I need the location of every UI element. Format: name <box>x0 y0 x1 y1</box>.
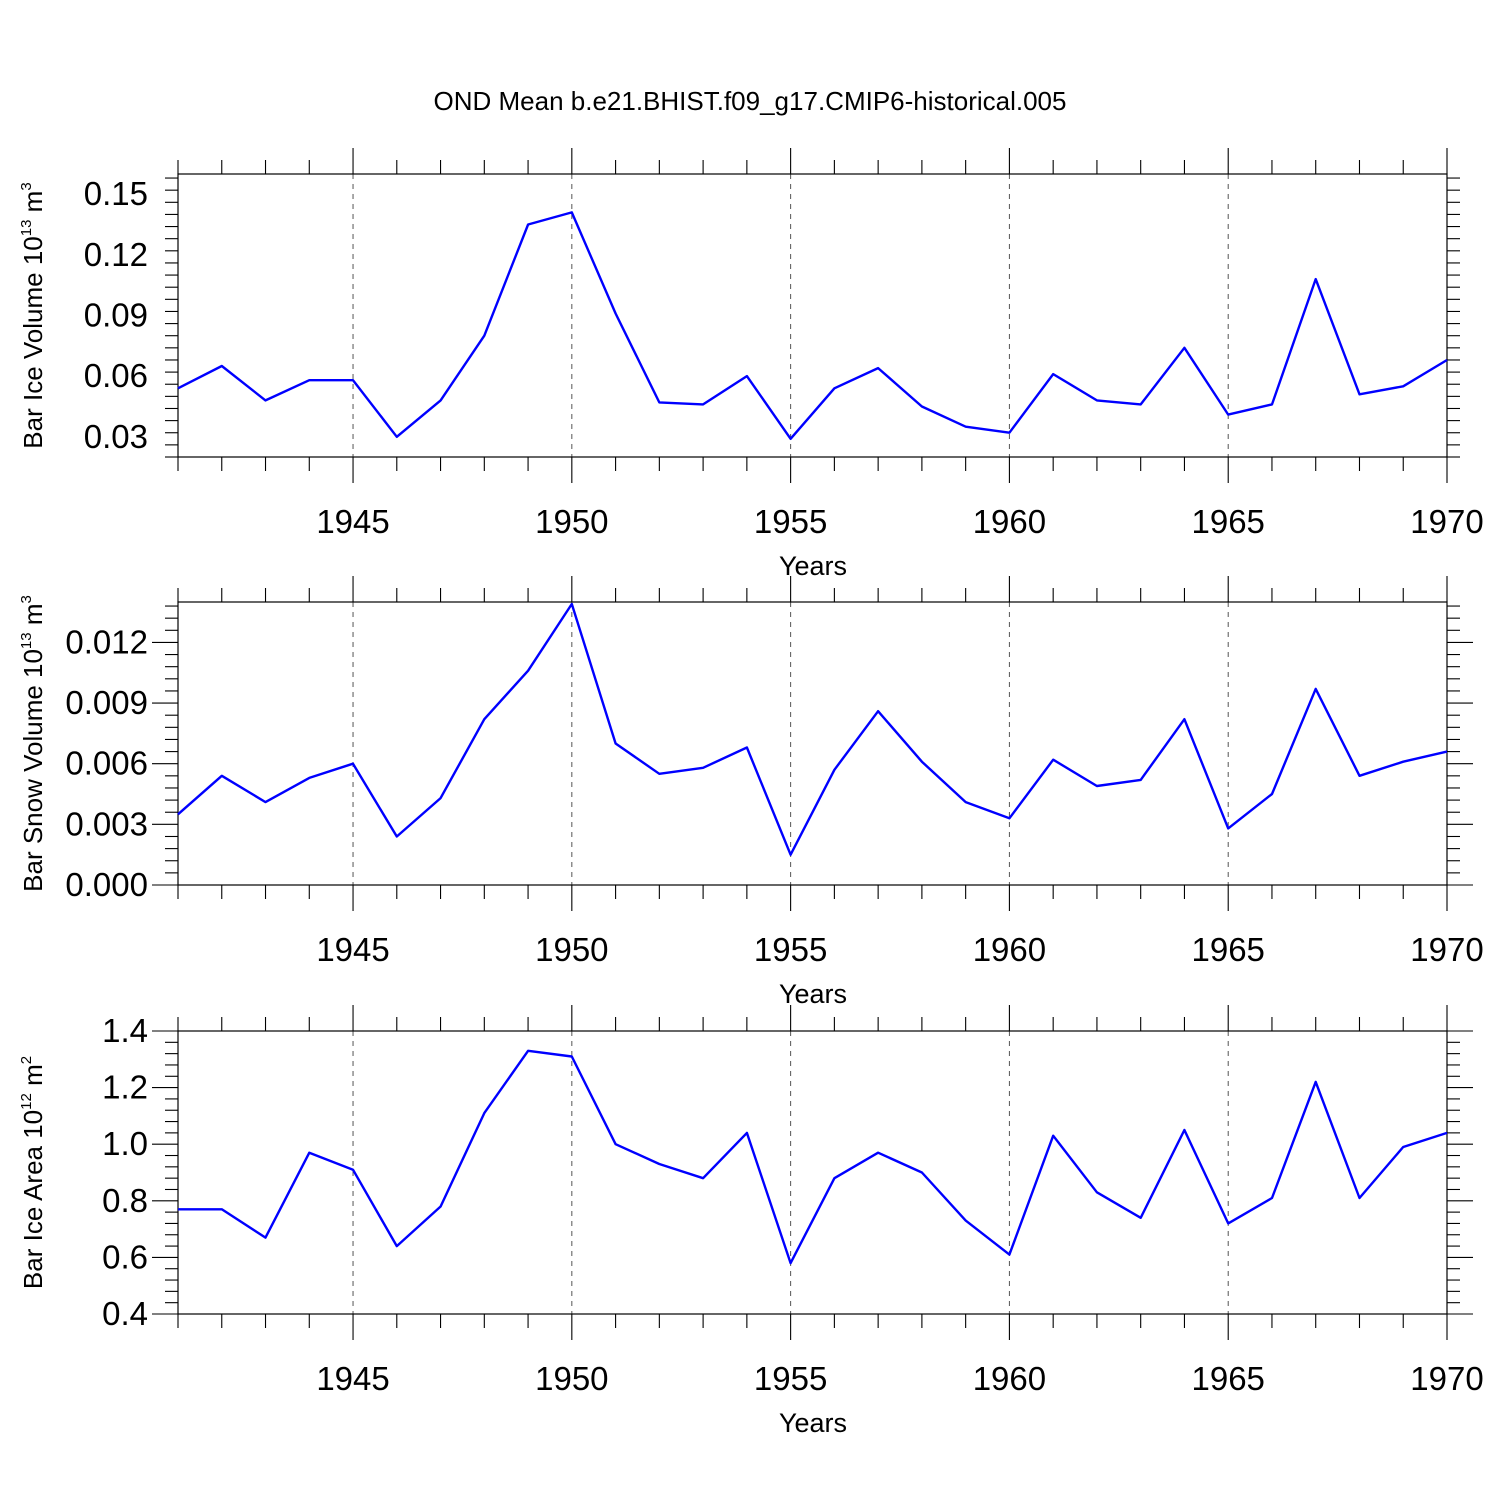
x-axis-label: Years <box>779 979 847 1009</box>
series-line <box>177 602 1448 856</box>
x-tick-label: 1955 <box>754 931 827 968</box>
x-tick-label: 1950 <box>535 931 608 968</box>
plot-frame <box>177 601 1448 886</box>
y-tick-label: 0.15 <box>84 175 148 212</box>
x-tick-label: 1965 <box>1191 931 1264 968</box>
chart-panel-1: 0.03 0.06 0.09 0.12 0.15 1945 1950 1955 1960 1965… <box>18 148 1484 581</box>
figure-title: OND Mean b.e21.BHIST.f09_g17.CMIP6-histo… <box>434 86 1067 116</box>
chart-panel-2: 0.000 0.003 0.006 0.009 0.012 1945 1950 1955 196… <box>18 576 1484 1009</box>
y-tick-label: 0.000 <box>65 866 148 903</box>
x-tick-label: 1960 <box>973 1360 1046 1397</box>
chart-panel-3: 0.4 0.6 0.8 1.0 1.2 1.4 1945 1950 1955 1960 1965 19… <box>18 1005 1484 1438</box>
y-tick-label: 0.003 <box>65 805 148 842</box>
x-axis-label: Years <box>779 551 847 581</box>
x-tick-label: 1945 <box>316 1360 389 1397</box>
y-axis-label: Bar Ice Area 1012 m2 <box>18 1056 48 1289</box>
panels: 0.03 0.06 0.09 0.12 0.15 1945 1950 1955 1960 1965… <box>18 148 1484 1438</box>
x-tick-label: 1965 <box>1191 1360 1264 1397</box>
x-tick-label: 1955 <box>754 1360 827 1397</box>
series-line <box>177 211 1448 440</box>
x-tick-label: 1970 <box>1410 931 1483 968</box>
y-tick-label: 0.012 <box>65 623 148 660</box>
x-tick-label: 1950 <box>535 503 608 540</box>
plot-frame <box>177 173 1448 458</box>
x-tick-label: 1945 <box>316 931 389 968</box>
y-tick-label: 1.4 <box>102 1012 148 1049</box>
series-line <box>178 1049 1448 1265</box>
y-tick-label: 1.2 <box>102 1069 148 1106</box>
y-tick-label: 0.09 <box>84 297 148 334</box>
y-tick-label: 0.006 <box>65 745 148 782</box>
y-tick-label: 0.009 <box>65 684 148 721</box>
x-tick-label: 1970 <box>1410 503 1483 540</box>
x-tick-label: 1970 <box>1410 1360 1483 1397</box>
y-tick-label: 0.4 <box>102 1295 148 1332</box>
plot-frame <box>177 1030 1448 1315</box>
y-tick-label: 1.0 <box>102 1125 148 1162</box>
y-tick-label: 0.8 <box>102 1182 148 1219</box>
y-axis-label: Bar Ice Volume 1013 m3 <box>18 182 48 448</box>
y-tick-label: 0.06 <box>84 357 148 394</box>
x-axis-label: Years <box>779 1408 847 1438</box>
y-tick-label: 0.12 <box>84 236 148 273</box>
y-tick-label: 0.6 <box>102 1238 148 1275</box>
y-tick-label: 0.03 <box>84 418 148 455</box>
x-tick-label: 1965 <box>1191 503 1264 540</box>
x-tick-label: 1955 <box>754 503 827 540</box>
x-tick-label: 1960 <box>973 503 1046 540</box>
x-tick-label: 1950 <box>535 1360 608 1397</box>
x-tick-label: 1960 <box>973 931 1046 968</box>
y-axis-label: Bar Snow Volume 1013 m3 <box>18 595 48 892</box>
x-tick-label: 1945 <box>316 503 389 540</box>
